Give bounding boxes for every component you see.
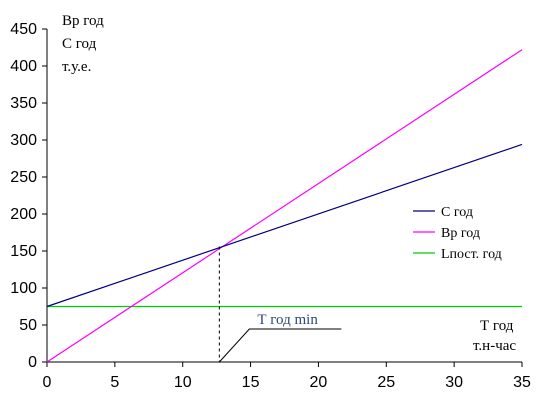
series-lines — [46, 49, 523, 363]
legend-label: С год — [441, 205, 473, 220]
y-tick-label: 400 — [10, 58, 37, 75]
x-tick-label: 30 — [445, 374, 463, 391]
y-tick-label: 250 — [10, 169, 37, 186]
x-tick-label: 35 — [513, 374, 531, 391]
annotation-leader-line — [218, 328, 342, 363]
legend-label: Lпост. год — [441, 247, 502, 262]
series-line-1 — [46, 49, 523, 363]
y-tick-label: 0 — [28, 354, 37, 371]
x-tick-label: 5 — [110, 374, 119, 391]
legend: С год Вр год Lпост. год — [413, 205, 502, 262]
y-tick-label: 200 — [10, 206, 37, 223]
y-axis-title-line: С год — [62, 36, 97, 52]
x-tick-label: 20 — [310, 374, 328, 391]
y-tick-label: 150 — [10, 243, 37, 260]
x-axis-title: Т год т.н-час — [473, 318, 516, 354]
y-tick-label: 450 — [10, 21, 37, 38]
x-tick-label: 15 — [242, 374, 260, 391]
y-tick-label: 300 — [10, 132, 37, 149]
x-axis-title-line: Т год — [480, 318, 514, 334]
annotations: Т год min — [218, 246, 342, 363]
axes: 0 50 100 150 200 250 300 350 400 450 0 5 10 15 20 25 30 3… — [10, 21, 531, 391]
y-tick-label: 350 — [10, 95, 37, 112]
series-line-0 — [46, 143, 523, 308]
x-tick-label: 10 — [174, 374, 192, 391]
y-axis-title-line: Вр год — [62, 13, 104, 29]
y-axis-title-line: т.у.е. — [62, 59, 91, 75]
annotation-label: Т год min — [257, 312, 318, 328]
y-axis-title: Вр год С год т.у.е. — [62, 13, 104, 75]
y-tick-label: 50 — [19, 317, 37, 334]
legend-label: Вр год — [441, 226, 480, 241]
y-tick-label: 100 — [10, 280, 37, 297]
x-tick-label: 0 — [43, 374, 52, 391]
x-axis-title-line: т.н-час — [473, 338, 516, 354]
x-tick-label: 25 — [377, 374, 395, 391]
